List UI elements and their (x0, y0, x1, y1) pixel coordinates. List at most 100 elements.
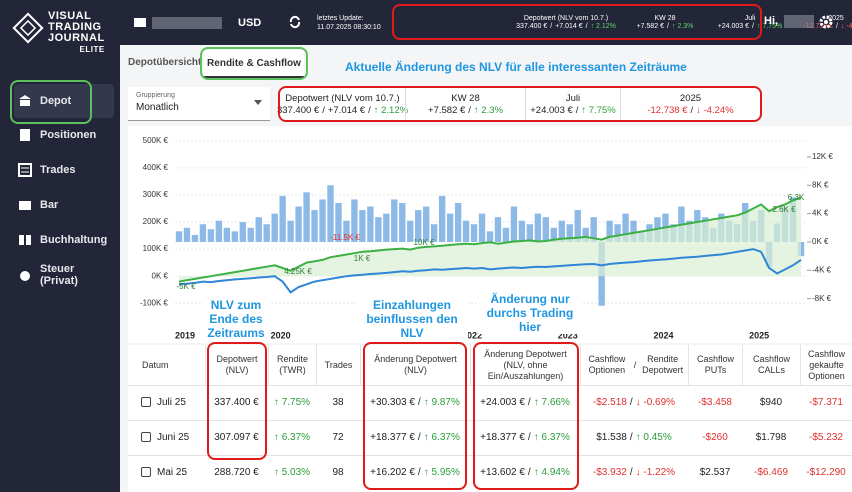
stat-value: ↑ 2.3% (672, 22, 694, 30)
bar (606, 220, 613, 242)
icon (19, 201, 31, 210)
bar (590, 217, 597, 242)
annotation: Änderung nur durchs Trading hier (478, 292, 582, 334)
grouping-select[interactable]: Gruppierung Monatlich (128, 87, 270, 121)
settings-icon[interactable] (818, 14, 834, 30)
cell-value: 38 (332, 396, 344, 408)
nav-item[interactable]: Depot (14, 84, 114, 118)
table-header: Trades (316, 345, 360, 385)
table-cell: +13.602 € / ↑ 4.94% (470, 455, 580, 489)
bar (215, 220, 223, 242)
update-info: letztes Update: 11.07.2025 08:30:10 (317, 14, 381, 32)
stat-label: Depotwert (NLV vom 10.7.) (285, 92, 400, 104)
bar (494, 217, 502, 242)
tab[interactable]: Depotübersicht (128, 57, 202, 68)
nav-label: Positionen (40, 129, 97, 141)
checkbox[interactable] (141, 467, 151, 477)
stat-value: 337.400 € (276, 104, 320, 116)
table-cell: +18.377 € / ↑ 6.37% (470, 420, 580, 454)
stat-value: ↓ -4.24% (840, 22, 852, 30)
cell-value: ↑ 5.95% (423, 466, 460, 478)
stat-value: -12.738 € (647, 104, 688, 116)
stat-value: ↓ -4.24% (696, 104, 734, 116)
stat-label: 2025 (679, 92, 702, 104)
highlight-box (200, 47, 308, 80)
separator: / (527, 466, 531, 478)
nav-item[interactable]: Bar (14, 188, 114, 222)
y-tick-label: 0K € (152, 271, 169, 280)
stat-value: -12.738 € (803, 22, 833, 30)
table-header: Cashflow CALLs (742, 345, 800, 385)
icon (20, 271, 30, 281)
cell-value: ↑ 7.75% (273, 396, 311, 408)
bar (582, 227, 589, 242)
bar (510, 206, 518, 242)
highlight-box (207, 342, 267, 460)
stat-label: KW 28 (451, 92, 480, 104)
stat-values: +24.003 € / ↑ 7.75% (530, 105, 616, 116)
bar (207, 229, 215, 242)
stat-value: +24.003 € (530, 104, 573, 116)
cell-value: +30.303 € (370, 396, 415, 408)
nav-item[interactable]: Trades (14, 153, 114, 187)
bar (566, 224, 573, 242)
table-cell: -$260 (688, 420, 742, 454)
y-tick-label: 400K € (143, 163, 169, 172)
header-part: Rendite Depotwert (642, 354, 684, 375)
bar (199, 224, 207, 242)
row-divider (128, 455, 852, 456)
stat-value: +24.003 € (717, 22, 750, 30)
y-tick-label: 500K € (143, 136, 169, 145)
cell-value: 307.097 € (214, 431, 259, 443)
stat-values: -12.738 €/↓ -4.24% (803, 23, 852, 30)
table-header: Änderung Depotwert (NLV, ohne Ein/Auszah… (470, 345, 580, 385)
stat: 2025-12.738 €/↓ -4.24% (790, 4, 852, 40)
bar (191, 234, 199, 242)
table-cell: $940 (742, 385, 800, 419)
bar (470, 224, 478, 242)
table-header: Cashflow gekaufte Optionen (800, 345, 852, 385)
logo-line: VISUAL (48, 10, 92, 22)
bar (231, 231, 238, 242)
nav-item[interactable]: Buchhaltung (14, 223, 114, 257)
separator: / (575, 104, 579, 116)
logo-icon (12, 12, 44, 44)
annotation: Aktuelle Änderung des NLV für alle inter… (345, 60, 687, 74)
refresh-icon[interactable] (288, 15, 302, 29)
chart-annotation: -11.5K € (330, 233, 360, 242)
logo-text: VISUAL TRADING JOURNAL ELITE (48, 11, 105, 55)
bar (311, 210, 318, 242)
bar (446, 213, 454, 242)
logo-line: TRADING (48, 21, 102, 33)
separator: / (527, 396, 531, 408)
checkbox[interactable] (141, 397, 151, 407)
cell-value: +13.602 € (480, 466, 525, 478)
bar (502, 227, 510, 242)
chart-annotation: 2.6K € (772, 205, 796, 214)
currency-select[interactable]: USD (238, 17, 262, 29)
separator: / (629, 396, 633, 408)
checkbox[interactable] (141, 432, 151, 442)
table-cell: +18.377 € / ↑ 6.37% (360, 420, 470, 454)
table-cell: $1.538/↑ 0.45% (580, 420, 688, 454)
table (128, 345, 852, 492)
separator: / (417, 466, 421, 478)
stat-label: 2025 (828, 14, 844, 22)
separator: / (836, 22, 838, 30)
stat-values: +7.582 € / ↑ 2.3% (637, 23, 694, 30)
table-cell: -$12.290 (800, 455, 852, 489)
bar (343, 220, 350, 242)
chart-annotation: 1K € (354, 254, 371, 263)
x-tick-label: 2023 (558, 330, 578, 340)
bar (454, 202, 462, 242)
table-header: Cashflow PUTs (688, 345, 742, 385)
bar (574, 210, 581, 242)
bar (542, 217, 550, 242)
nav-item[interactable]: Steuer (Privat) (14, 258, 114, 292)
tab-active[interactable]: Rendite & Cashflow (204, 50, 304, 78)
table-cell: ↑ 5.03% (268, 455, 316, 489)
cell-value: -$2.518 (592, 396, 627, 408)
nav-item[interactable]: Positionen (14, 118, 114, 152)
cell-value: +18.377 € (480, 431, 525, 443)
cell-value: -$7.371 (809, 396, 843, 408)
